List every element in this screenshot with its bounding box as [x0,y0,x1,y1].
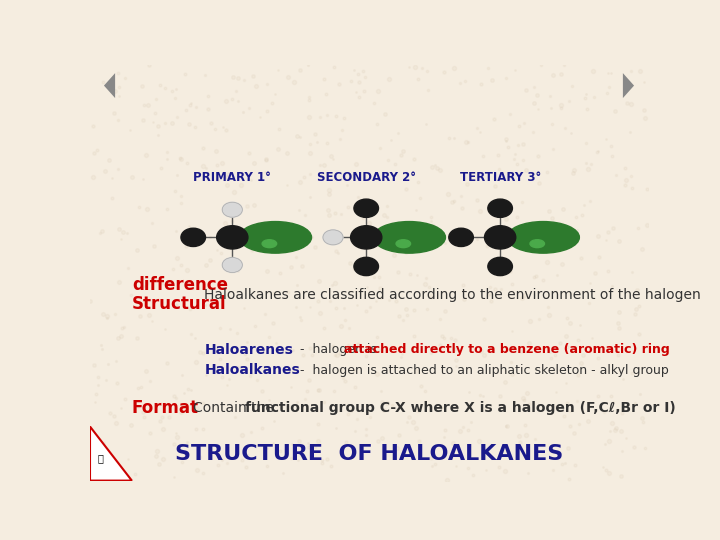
Circle shape [488,199,513,218]
Text: SECONDARY 2°: SECONDARY 2° [317,171,415,184]
Polygon shape [623,73,634,98]
Circle shape [449,228,473,246]
Ellipse shape [396,240,410,248]
Circle shape [181,228,205,246]
Circle shape [354,258,379,275]
Circle shape [488,258,513,275]
Text: 🌿: 🌿 [97,453,103,463]
Text: STRUCTURE  OF HALOALKANES: STRUCTURE OF HALOALKANES [175,443,563,463]
Text: Haloalkanes: Haloalkanes [204,363,300,377]
Circle shape [323,230,343,245]
Circle shape [222,202,243,217]
Circle shape [354,199,379,218]
Ellipse shape [239,221,312,253]
Circle shape [217,226,248,249]
Text: -  halogen is: - halogen is [297,343,382,356]
Circle shape [485,226,516,249]
Text: attached directly to a benzene (aromatic) ring: attached directly to a benzene (aromatic… [344,343,670,356]
Ellipse shape [373,221,446,253]
Text: Structural: Structural [132,295,227,313]
Ellipse shape [262,240,276,248]
Text: difference: difference [132,276,228,294]
Text: Format: Format [132,399,199,417]
Polygon shape [90,427,132,481]
Polygon shape [104,73,115,98]
Text: Contain the: Contain the [193,401,279,415]
Text: TERTIARY 3°: TERTIARY 3° [459,171,541,184]
Circle shape [222,258,243,273]
Ellipse shape [507,221,580,253]
Text: -  halogen is attached to an aliphatic skeleton - alkyl group: - halogen is attached to an aliphatic sk… [297,364,669,377]
Ellipse shape [530,240,544,248]
Text: Haloalkanes are classified according to the environment of the halogen: Haloalkanes are classified according to … [204,288,701,302]
Text: PRIMARY 1°: PRIMARY 1° [194,171,271,184]
Circle shape [351,226,382,249]
Text: Haloarenes: Haloarenes [204,342,293,356]
Text: functional group C-X where X is a halogen (F,Cℓ,Br or I): functional group C-X where X is a haloge… [245,401,676,415]
